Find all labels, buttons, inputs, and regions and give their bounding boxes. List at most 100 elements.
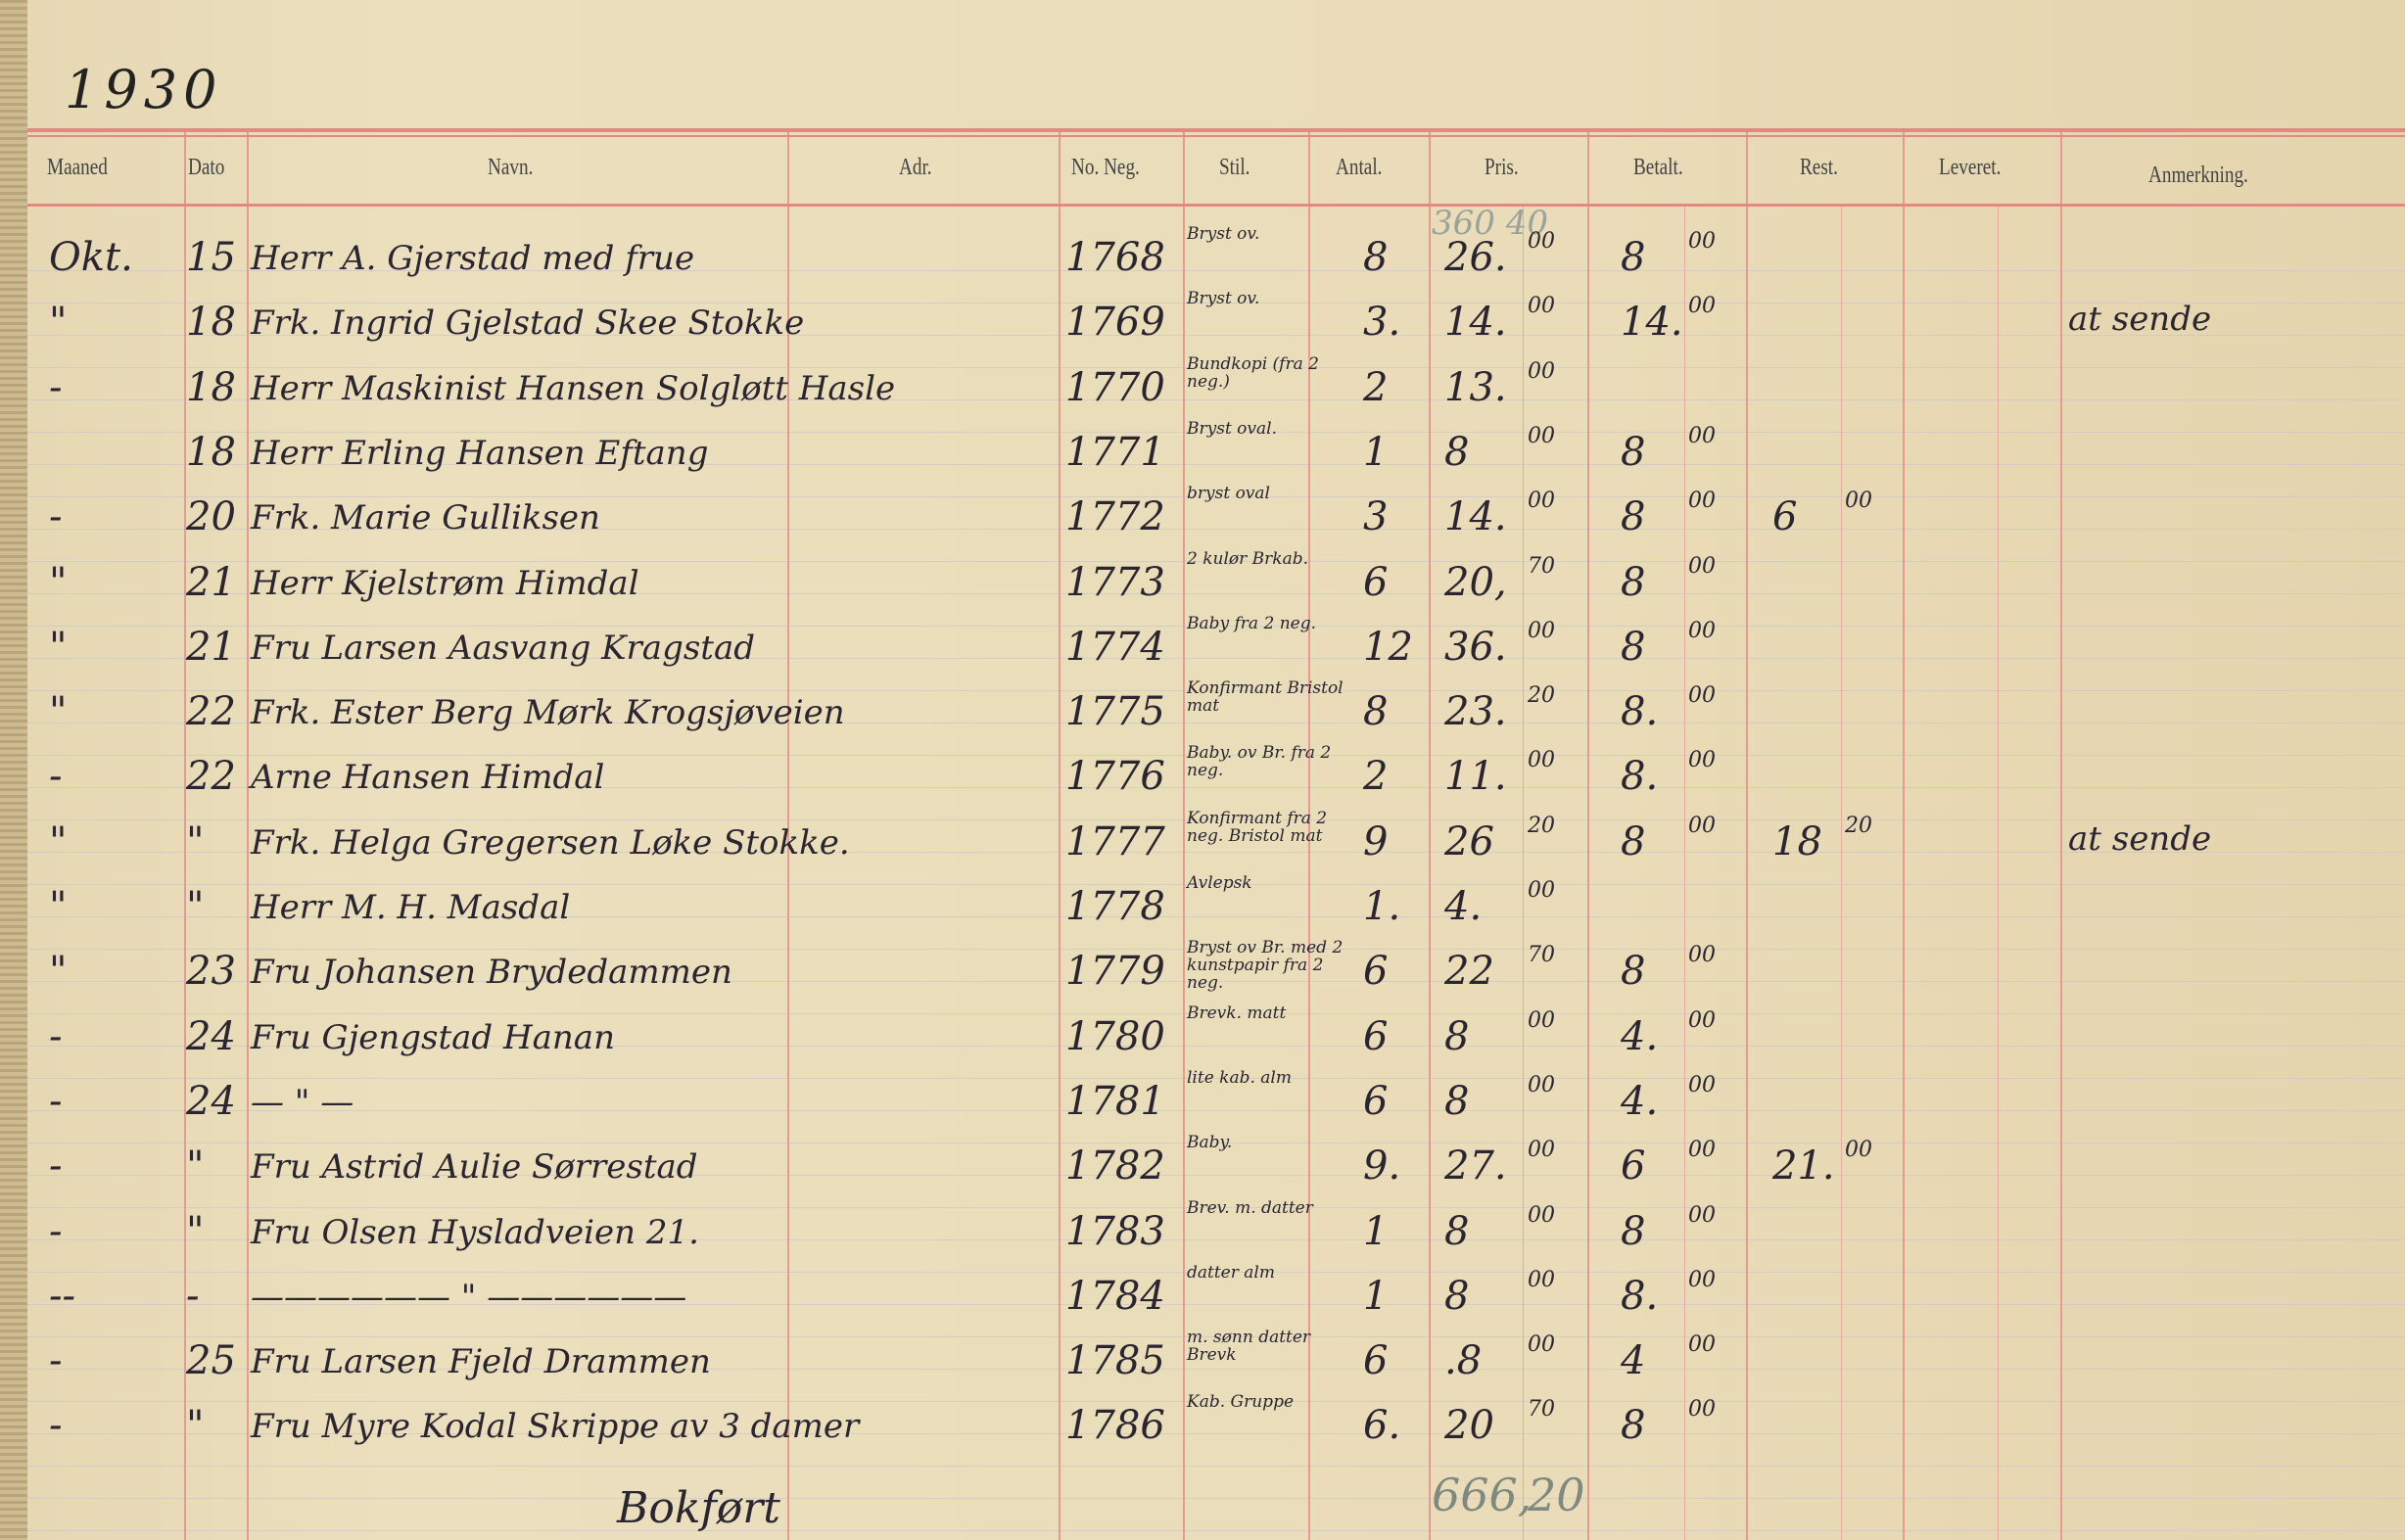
header-stil: Stil. [1219, 155, 1250, 180]
price-kr-cell: 22 [1444, 949, 1494, 995]
ruled-line [27, 1369, 2405, 1370]
style-cell: lite kab. alm [1187, 1067, 1292, 1088]
month-cell: - [49, 494, 63, 540]
paid-ore-cell: 00 [1688, 1332, 1716, 1358]
month-cell: " [49, 559, 68, 605]
price-kr-cell: 13. [1444, 364, 1507, 410]
ledger-row: " 23 Fru Johansen Brydedammen 1779 Bryst ov … [0, 935, 2405, 1000]
negative-number-cell: 1784 [1065, 1273, 1165, 1319]
ledger-row: Okt. 15 Herr A. Gjerstad med frue 1768 Bryst… [0, 221, 2405, 286]
column-rule [1059, 130, 1061, 1540]
ledger-row: - 24 Fru Gjengstad Hanan 1780 Brevk. matt 6 8 0… [0, 1001, 2405, 1065]
ore-column-rule [1841, 206, 1842, 1540]
price-kr-cell: 23. [1444, 689, 1507, 735]
ruled-line [27, 1239, 2405, 1240]
name-address-cell: Herr Erling Hansen Eftang [251, 433, 709, 473]
ruled-line [27, 949, 2405, 950]
ledger-row: " 18 Frk. Ingrid Gjelstad Skee Stokke 1769 B… [0, 286, 2405, 350]
ledger-row: - 25 Fru Larsen Fjeld Drammen 1785 m. sønn d… [0, 1325, 2405, 1389]
ledger-row: " 21 Fru Larsen Aasvang Kragstad 1774 Baby f… [0, 611, 2405, 676]
column-rule [787, 130, 789, 1540]
date-cell: 23 [186, 949, 236, 995]
ruled-line [27, 1466, 2405, 1467]
paid-kr-cell: 8 [1621, 624, 1646, 670]
date-cell: " [186, 884, 205, 929]
rest-ore-cell: 00 [1845, 489, 1872, 514]
month-cell: Okt. [49, 235, 133, 280]
footer-total-kr: 666, [1432, 1469, 1533, 1521]
ruled-line [27, 1046, 2405, 1047]
rest-kr-cell: 6 [1772, 494, 1798, 540]
header-antal: Antal. [1336, 155, 1383, 180]
price-kr-cell: .8 [1444, 1338, 1483, 1384]
paid-ore-cell: 00 [1688, 553, 1716, 579]
name-address-cell: Frk. Helga Gregersen Løke Stokke. [251, 822, 850, 863]
paid-ore-cell: 00 [1688, 294, 1716, 319]
column-rule [1183, 130, 1185, 1540]
column-rule [184, 130, 186, 1540]
month-cell: - [49, 1143, 63, 1190]
ruled-line [27, 916, 2405, 917]
price-ore-cell: 00 [1528, 489, 1555, 514]
style-cell: Kab. Gruppe [1187, 1392, 1295, 1413]
header-adr: Adr. [899, 155, 932, 180]
negative-number-cell: 1768 [1065, 235, 1165, 280]
column-rule [1587, 130, 1589, 1540]
date-cell: 24 [186, 1013, 236, 1059]
footer-total-ore: 20 [1528, 1469, 1585, 1521]
ore-column-rule [1684, 206, 1685, 1540]
negative-number-cell: 1769 [1065, 300, 1165, 346]
paid-kr-cell: 8 [1621, 949, 1646, 995]
month-cell: - [49, 364, 63, 410]
negative-number-cell: 1772 [1065, 494, 1165, 540]
paid-kr-cell: 4. [1621, 1078, 1659, 1124]
ruled-line [27, 464, 2405, 465]
date-cell: 20 [186, 494, 236, 540]
price-ore-cell: 00 [1528, 1202, 1555, 1228]
book-binding [0, 0, 27, 1540]
paid-ore-cell: 00 [1688, 489, 1716, 514]
quantity-cell: 1. [1363, 884, 1401, 929]
date-cell: 21 [186, 624, 236, 670]
paid-kr-cell: 8 [1621, 235, 1646, 280]
ledger-row: " 22 Frk. Ester Berg Mørk Krogsjøveien 1775… [0, 676, 2405, 740]
month-cell: " [49, 300, 68, 346]
paid-kr-cell: 8. [1621, 1273, 1659, 1319]
negative-number-cell: 1781 [1065, 1078, 1165, 1124]
name-address-cell: Arne Hansen Himdal [251, 758, 605, 798]
header-rest: Rest. [1800, 155, 1838, 180]
ruled-line [27, 1336, 2405, 1337]
name-address-cell: Fru Astrid Aulie Sørrestad [251, 1147, 698, 1188]
price-kr-cell: 11. [1444, 754, 1507, 800]
header-leveret: Leveret. [1939, 155, 2002, 180]
paid-kr-cell: 14. [1621, 300, 1683, 346]
ruled-line [27, 981, 2405, 982]
month-cell: - [49, 1338, 63, 1384]
style-cell: datter alm [1187, 1262, 1275, 1283]
ruled-line [27, 626, 2405, 627]
price-kr-cell: 26. [1444, 235, 1507, 280]
ruled-line [27, 1207, 2405, 1208]
ledger-row: - " Fru Astrid Aulie Sørrestad 1782 Baby. 9. 2… [0, 1130, 2405, 1194]
price-ore-cell: 00 [1528, 358, 1555, 384]
name-address-cell: —————— " —————— [251, 1277, 687, 1317]
date-cell: " [186, 818, 205, 864]
style-cell: Bryst ov Br. med 2 kunstpapir fra 2 neg. [1187, 938, 1344, 994]
date-cell: " [186, 1403, 205, 1449]
ruled-line [27, 399, 2405, 400]
ruled-line [27, 496, 2405, 497]
remark-cell: at sende [2068, 300, 2212, 340]
style-cell: Baby. ov Br. fra 2 neg. [1187, 743, 1332, 781]
paid-kr-cell: 8 [1621, 1208, 1646, 1254]
ruled-line [27, 561, 2405, 562]
negative-number-cell: 1777 [1065, 818, 1165, 864]
column-rule [247, 130, 249, 1540]
name-address-cell: Herr Kjelstrøm Himdal [251, 563, 639, 603]
name-address-cell: Fru Myre Kodal Skrippe av 3 damer [251, 1407, 860, 1447]
paid-kr-cell: 8 [1621, 559, 1646, 605]
ruled-line [27, 852, 2405, 853]
price-ore-cell: 70 [1528, 943, 1555, 968]
ruled-line [27, 1304, 2405, 1305]
quantity-cell: 8 [1363, 235, 1389, 280]
ruled-line [27, 1272, 2405, 1273]
